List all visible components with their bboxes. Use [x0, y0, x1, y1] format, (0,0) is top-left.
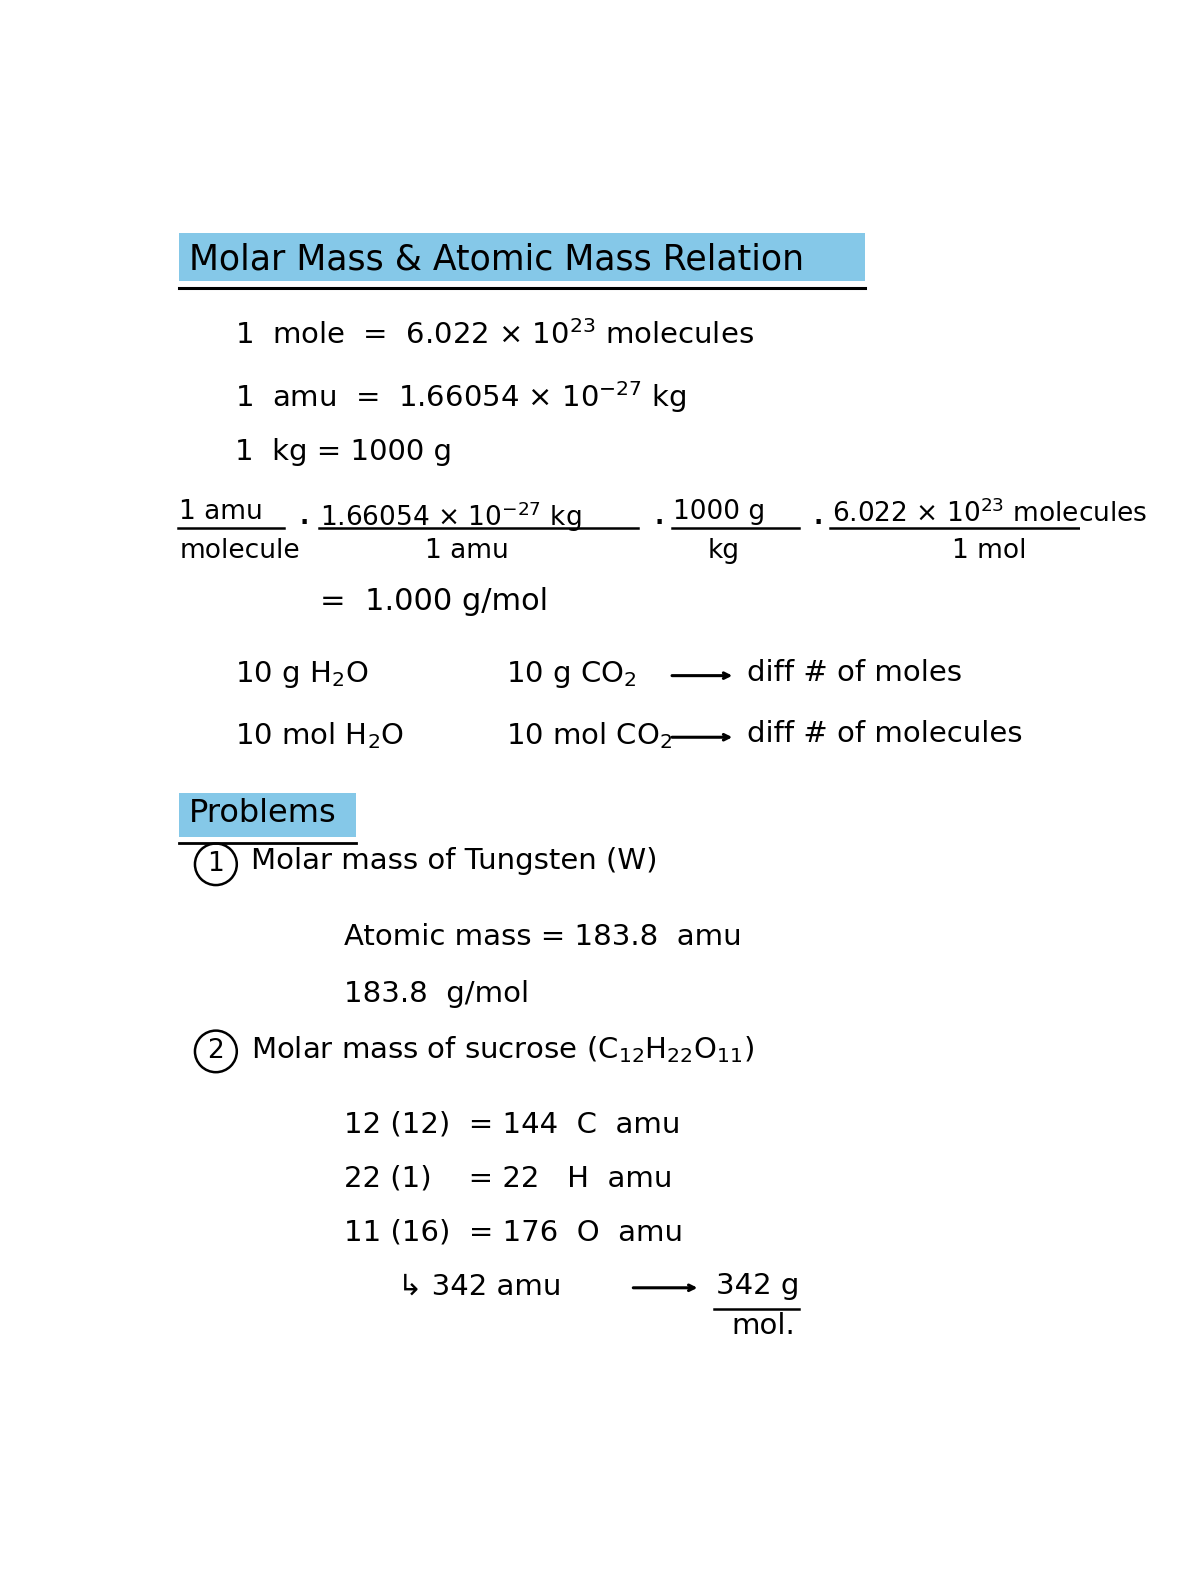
Text: 1: 1: [208, 852, 224, 877]
Text: mol.: mol.: [731, 1312, 796, 1340]
Text: ·: ·: [298, 502, 311, 545]
Text: 1  mole  =  6.022 $\times$ 10$^{23}$ molecules: 1 mole = 6.022 $\times$ 10$^{23}$ molecu…: [235, 320, 754, 350]
Text: molecule: molecule: [180, 537, 300, 564]
Text: 10 g H$_2$O: 10 g H$_2$O: [235, 658, 368, 690]
Text: 2: 2: [208, 1038, 224, 1065]
Text: ·: ·: [811, 502, 824, 545]
Text: ↳ 342 amu: ↳ 342 amu: [398, 1273, 562, 1301]
Text: Molar mass of sucrose (C$_{12}$H$_{22}$O$_{11}$): Molar mass of sucrose (C$_{12}$H$_{22}$O…: [251, 1035, 755, 1065]
Text: Atomic mass = 183.8  amu: Atomic mass = 183.8 amu: [343, 923, 742, 951]
Text: 11 (16)  = 176  O  amu: 11 (16) = 176 O amu: [343, 1219, 683, 1246]
Text: 12 (12)  = 144  C  amu: 12 (12) = 144 C amu: [343, 1110, 680, 1139]
Text: 1 amu: 1 amu: [425, 537, 509, 564]
Text: 183.8  g/mol: 183.8 g/mol: [343, 980, 529, 1008]
Text: 22 (1)    = 22   H  amu: 22 (1) = 22 H amu: [343, 1164, 672, 1192]
Text: Molar Mass & Atomic Mass Relation: Molar Mass & Atomic Mass Relation: [188, 243, 804, 277]
Text: Problems: Problems: [188, 799, 336, 828]
Text: diff # of molecules: diff # of molecules: [746, 720, 1022, 748]
Text: 10 g CO$_2$: 10 g CO$_2$: [506, 658, 637, 690]
Text: diff # of moles: diff # of moles: [746, 658, 961, 687]
Text: 10 mol CO$_2$: 10 mol CO$_2$: [506, 720, 673, 751]
FancyBboxPatch shape: [180, 233, 865, 280]
Text: 1  kg = 1000 g: 1 kg = 1000 g: [235, 438, 452, 466]
Text: 1 mol: 1 mol: [952, 537, 1027, 564]
Text: kg: kg: [708, 537, 740, 564]
Text: 1000 g: 1000 g: [673, 499, 766, 526]
Text: ·: ·: [653, 502, 666, 545]
Text: Molar mass of Tungsten (W): Molar mass of Tungsten (W): [251, 847, 658, 876]
Text: 1.66054 $\times$ 10$^{-27}$ kg: 1.66054 $\times$ 10$^{-27}$ kg: [320, 499, 582, 534]
Text: 1  amu  =  1.66054 $\times$ 10$^{-27}$ kg: 1 amu = 1.66054 $\times$ 10$^{-27}$ kg: [235, 380, 686, 416]
Text: =  1.000 g/mol: = 1.000 g/mol: [320, 587, 548, 616]
FancyBboxPatch shape: [180, 792, 356, 838]
Text: 10 mol H$_2$O: 10 mol H$_2$O: [235, 720, 404, 751]
Text: 1 amu: 1 amu: [180, 499, 263, 526]
Text: 342 g: 342 g: [715, 1273, 799, 1301]
Text: 6.022 $\times$ 10$^{23}$ molecules: 6.022 $\times$ 10$^{23}$ molecules: [832, 499, 1147, 528]
